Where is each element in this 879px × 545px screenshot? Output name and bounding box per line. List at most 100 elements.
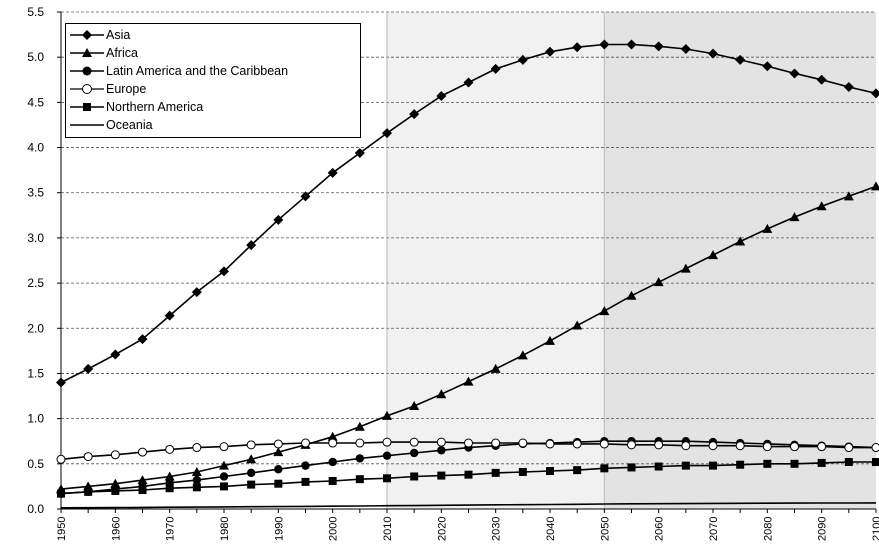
data-point — [599, 39, 610, 50]
data-point — [491, 438, 501, 448]
data-point — [436, 437, 446, 447]
series-asia — [56, 39, 879, 388]
data-point — [572, 439, 582, 449]
legend-label: Asia — [106, 28, 131, 42]
x-tick-label: 2050 — [599, 517, 611, 541]
legend-entry-europe: Europe — [66, 80, 360, 98]
y-tick-label: 5.5 — [27, 5, 44, 19]
series-lines — [56, 39, 879, 509]
legend: Asia Africa Latin America and the Caribb… — [65, 23, 361, 138]
data-point — [464, 438, 473, 448]
data-point — [681, 441, 691, 451]
data-point — [246, 454, 257, 464]
data-point — [600, 464, 609, 473]
data-point — [300, 191, 311, 202]
data-point — [599, 306, 610, 316]
data-point — [382, 128, 392, 139]
legend-label: Latin America and the Caribbean — [106, 64, 289, 78]
data-point — [165, 484, 174, 493]
data-point — [735, 441, 745, 451]
diamond-marker-icon — [70, 30, 104, 40]
data-point — [164, 471, 175, 481]
data-point — [736, 460, 745, 469]
x-tick-label: 1960 — [110, 517, 122, 541]
data-point — [599, 439, 609, 449]
data-point — [137, 475, 148, 485]
data-point — [138, 447, 147, 457]
data-point — [708, 250, 718, 260]
data-point — [274, 479, 283, 488]
data-point — [872, 458, 879, 467]
data-point — [626, 39, 637, 50]
data-point — [735, 236, 746, 246]
plain-line-icon — [70, 124, 104, 126]
data-point — [354, 147, 365, 158]
data-point — [164, 310, 175, 321]
data-point — [219, 472, 229, 481]
data-point — [572, 42, 583, 53]
data-point — [191, 287, 202, 298]
data-point — [274, 465, 283, 474]
y-tick-label: 3.5 — [27, 186, 44, 200]
data-point — [843, 191, 854, 201]
data-point — [816, 201, 827, 211]
data-point — [409, 448, 419, 458]
data-point — [546, 467, 554, 476]
shaded-regions — [387, 12, 876, 509]
data-point — [437, 471, 446, 480]
data-point — [817, 442, 827, 452]
data-point — [437, 446, 446, 455]
data-point — [246, 240, 257, 251]
x-tick-label: 2060 — [654, 517, 666, 541]
y-tick-label: 1.0 — [27, 412, 44, 426]
data-point — [871, 443, 879, 453]
triangle-marker-icon — [70, 48, 104, 57]
x-tick-label: 1990 — [273, 517, 285, 541]
data-point — [83, 363, 94, 374]
data-point — [327, 431, 338, 441]
data-point — [355, 438, 365, 448]
y-tick-label: 2.5 — [27, 276, 44, 290]
data-point — [709, 461, 717, 470]
x-tick-label: 2020 — [436, 517, 448, 541]
data-point — [220, 482, 228, 491]
legend-label: Africa — [106, 46, 138, 60]
x-tick-label: 2030 — [491, 517, 503, 541]
data-point — [138, 486, 147, 495]
data-point — [355, 454, 365, 463]
shaded-region — [604, 12, 876, 509]
x-axis-ticks: 1950 1960 1970 1980 1990 2000 2010 2020 2030 2040… — [56, 509, 879, 541]
data-point — [191, 466, 202, 476]
data-point — [192, 483, 201, 492]
data-point — [463, 77, 474, 88]
data-point — [463, 376, 474, 386]
data-point — [790, 442, 799, 452]
data-point — [490, 363, 501, 373]
x-tick-label: 1950 — [56, 517, 68, 541]
data-point — [573, 466, 582, 475]
data-point — [518, 438, 528, 448]
data-point — [518, 467, 527, 476]
data-point — [789, 68, 800, 79]
data-point — [708, 48, 718, 59]
data-point — [83, 452, 93, 462]
data-point — [355, 475, 364, 484]
data-point — [383, 474, 391, 483]
data-point — [409, 400, 420, 410]
data-point — [219, 460, 229, 470]
data-point — [246, 440, 256, 450]
x-tick-label: 2070 — [708, 517, 720, 541]
series-africa — [56, 181, 879, 494]
y-tick-label: 2.0 — [27, 321, 44, 335]
data-point — [762, 223, 773, 233]
data-point — [273, 214, 284, 225]
data-point — [653, 277, 664, 287]
data-point — [273, 447, 284, 457]
series-oceania — [60, 502, 877, 509]
data-point — [680, 263, 691, 273]
data-point — [219, 442, 229, 452]
legend-entry-africa: Africa — [66, 44, 360, 62]
y-tick-label: 0.0 — [27, 502, 44, 516]
data-point — [110, 349, 121, 360]
